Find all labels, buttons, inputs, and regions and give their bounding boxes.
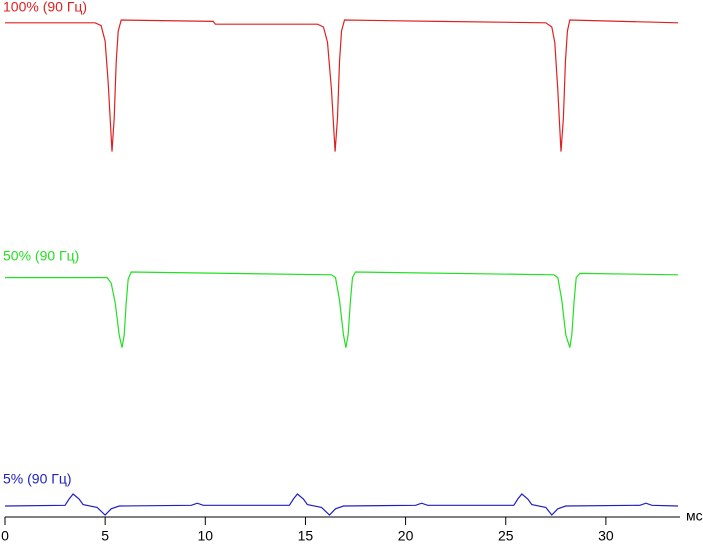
series-label: 100% (90 Гц)	[3, 0, 87, 15]
x-tick-label: 25	[498, 528, 514, 544]
trace	[5, 271, 679, 348]
x-tick-label: 0	[1, 528, 9, 544]
x-tick-label: 5	[101, 528, 109, 544]
x-tick-label: 30	[598, 528, 614, 544]
x-tick-label: 20	[398, 528, 414, 544]
x-axis-label: мс	[686, 508, 703, 524]
series-label: 50% (90 Гц)	[3, 248, 79, 264]
series-label: 5% (90 Гц)	[3, 471, 72, 487]
trace	[5, 19, 679, 152]
x-tick-label: 10	[198, 528, 214, 544]
trace	[4, 493, 679, 516]
x-tick-label: 15	[298, 528, 314, 544]
